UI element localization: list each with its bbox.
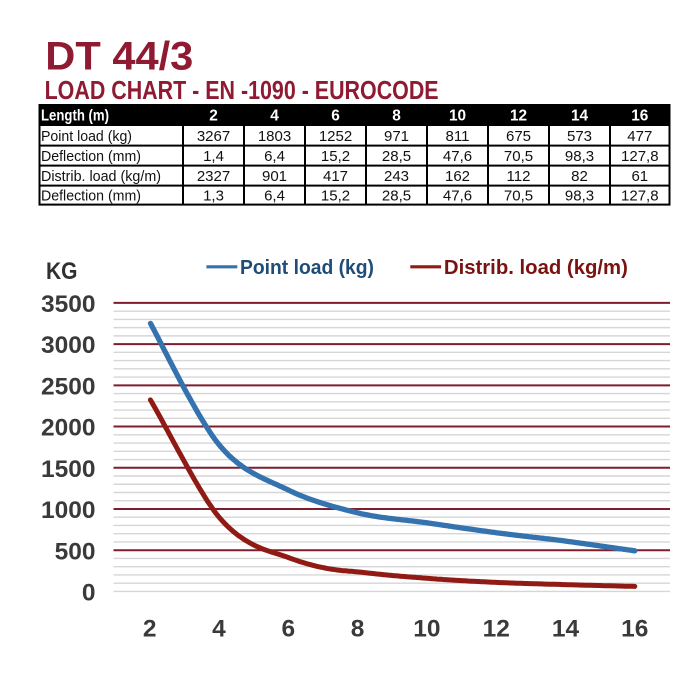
svg-text:112: 112: [507, 168, 531, 185]
svg-text:Point load (kg): Point load (kg): [41, 128, 132, 145]
svg-text:Distrib. load (kg/m): Distrib. load (kg/m): [41, 168, 161, 185]
svg-text:1,3: 1,3: [203, 188, 224, 205]
svg-text:0: 0: [82, 580, 96, 607]
svg-text:811: 811: [446, 128, 470, 145]
svg-text:127,8: 127,8: [621, 148, 659, 165]
svg-text:2000: 2000: [41, 415, 96, 442]
svg-text:16: 16: [631, 107, 648, 124]
svg-text:47,6: 47,6: [443, 188, 472, 205]
svg-text:901: 901: [262, 168, 287, 185]
svg-text:28,5: 28,5: [382, 148, 411, 165]
svg-text:2500: 2500: [41, 373, 96, 400]
svg-text:61: 61: [631, 168, 648, 185]
svg-text:4: 4: [212, 616, 226, 643]
svg-text:573: 573: [567, 128, 592, 145]
svg-text:98,3: 98,3: [565, 188, 594, 205]
svg-text:16: 16: [621, 616, 648, 643]
svg-text:Deflection (mm): Deflection (mm): [41, 188, 141, 205]
svg-text:1000: 1000: [41, 497, 96, 524]
svg-text:98,3: 98,3: [565, 148, 594, 165]
svg-text:14: 14: [571, 107, 589, 124]
svg-text:243: 243: [384, 168, 409, 185]
svg-text:Point load (kg): Point load (kg): [240, 257, 374, 279]
svg-text:82: 82: [571, 168, 588, 185]
svg-text:500: 500: [55, 538, 96, 565]
svg-text:1,4: 1,4: [203, 148, 224, 165]
svg-text:KG: KG: [46, 258, 78, 285]
svg-text:1252: 1252: [319, 128, 352, 145]
svg-text:10: 10: [449, 107, 466, 124]
svg-text:2: 2: [143, 616, 157, 643]
svg-text:47,6: 47,6: [443, 148, 472, 165]
svg-text:70,5: 70,5: [504, 148, 533, 165]
svg-text:6,4: 6,4: [264, 148, 285, 165]
svg-text:477: 477: [627, 128, 652, 145]
svg-text:14: 14: [552, 616, 580, 643]
svg-text:10: 10: [413, 616, 440, 643]
svg-text:3000: 3000: [41, 332, 96, 359]
svg-text:417: 417: [323, 168, 348, 185]
svg-text:8: 8: [392, 107, 401, 124]
svg-text:Distrib. load (kg/m): Distrib. load (kg/m): [444, 257, 628, 279]
svg-text:3500: 3500: [41, 291, 96, 318]
svg-text:1803: 1803: [258, 128, 291, 145]
svg-text:6,4: 6,4: [264, 188, 285, 205]
svg-text:12: 12: [483, 616, 510, 643]
svg-text:70,5: 70,5: [504, 188, 533, 205]
svg-text:1500: 1500: [41, 456, 96, 483]
svg-text:6: 6: [331, 107, 340, 124]
svg-text:12: 12: [510, 107, 527, 124]
svg-text:28,5: 28,5: [382, 188, 411, 205]
svg-text:15,2: 15,2: [321, 148, 350, 165]
svg-text:4: 4: [270, 107, 279, 124]
svg-text:971: 971: [384, 128, 409, 145]
svg-text:127,8: 127,8: [621, 188, 659, 205]
svg-text:LOAD CHART - EN -1090 - EUROCO: LOAD CHART - EN -1090 - EUROCODE: [45, 77, 439, 105]
svg-text:2: 2: [209, 107, 218, 124]
svg-text:2327: 2327: [197, 168, 230, 185]
svg-text:675: 675: [506, 128, 531, 145]
svg-text:DT 44/3: DT 44/3: [45, 34, 193, 78]
svg-text:6: 6: [281, 616, 295, 643]
svg-text:8: 8: [351, 616, 365, 643]
svg-text:15,2: 15,2: [321, 188, 350, 205]
svg-text:162: 162: [445, 168, 470, 185]
svg-text:Deflection (mm): Deflection (mm): [41, 148, 141, 165]
svg-text:3267: 3267: [197, 128, 230, 145]
svg-text:Length (m): Length (m): [41, 107, 109, 124]
